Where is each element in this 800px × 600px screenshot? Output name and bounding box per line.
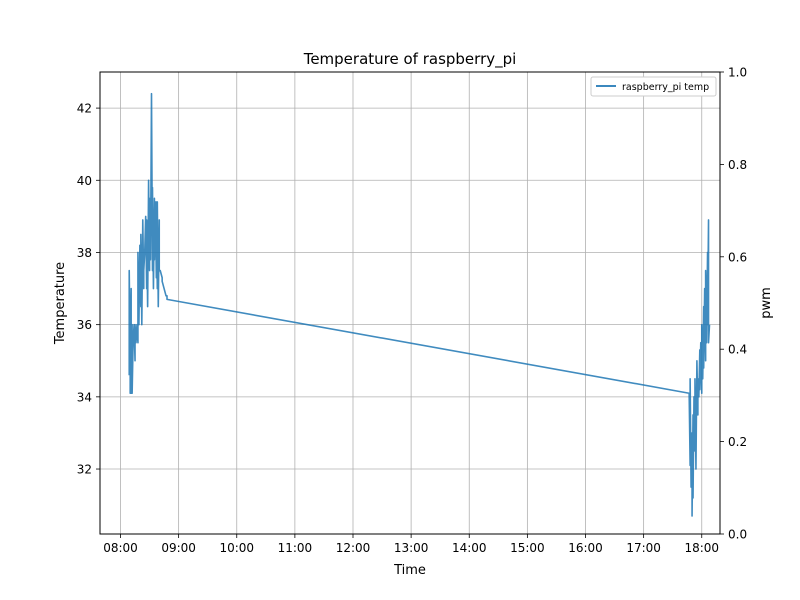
x-tick-label: 08:00 xyxy=(103,541,138,555)
series-layer xyxy=(128,92,711,517)
y-gridlines xyxy=(100,107,720,470)
x-tick-label: 17:00 xyxy=(626,541,661,555)
legend: raspberry_pi temp xyxy=(590,76,717,97)
plot-area xyxy=(100,72,720,534)
legend-box xyxy=(590,76,717,97)
plot-frame xyxy=(99,71,721,535)
y-tick-label: 34 xyxy=(77,390,92,404)
series-line xyxy=(128,92,711,517)
y2-tick-label: 0.2 xyxy=(728,435,747,449)
y-tick-label: 36 xyxy=(77,318,92,332)
y-tick-label: 38 xyxy=(77,246,92,260)
y2-tick-label: 0.0 xyxy=(728,528,747,542)
y2-tick-label: 0.6 xyxy=(728,250,747,264)
y-tick-label: 42 xyxy=(77,102,92,116)
x-axis-label: Time xyxy=(393,563,426,578)
y-tick-label: 32 xyxy=(77,463,92,477)
y-tick-label: 40 xyxy=(77,174,92,188)
y2-tick-label: 0.4 xyxy=(728,343,747,357)
chart-title: Temperature of raspberry_pi xyxy=(303,50,517,69)
y-axis-ticks: 32 34 36 38 40 42 xyxy=(77,102,100,477)
x-tick-label: 10:00 xyxy=(219,541,254,555)
x-tick-label: 09:00 xyxy=(161,541,196,555)
y2-axis-label: pwm xyxy=(759,287,774,319)
x-tick-label: 13:00 xyxy=(394,541,429,555)
y2-tick-label: 0.8 xyxy=(728,158,747,172)
x-tick-label: 15:00 xyxy=(510,541,545,555)
y2-tick-label: 1.0 xyxy=(728,66,747,80)
x-gridlines xyxy=(120,72,703,534)
y-axis-label: Temperature xyxy=(53,262,68,345)
x-tick-label: 18:00 xyxy=(684,541,719,555)
x-tick-label: 11:00 xyxy=(278,541,313,555)
x-axis-ticks: 08:00 09:00 10:00 11:00 12:00 13:00 14:00 15:00… xyxy=(103,534,719,555)
legend-label: raspberry_pi temp xyxy=(622,82,709,93)
x-tick-label: 14:00 xyxy=(452,541,487,555)
x-tick-label: 12:00 xyxy=(336,541,371,555)
x-tick-label: 16:00 xyxy=(568,541,603,555)
y2-axis-ticks: 0.0 0.2 0.4 0.6 0.8 1.0 xyxy=(720,66,747,542)
